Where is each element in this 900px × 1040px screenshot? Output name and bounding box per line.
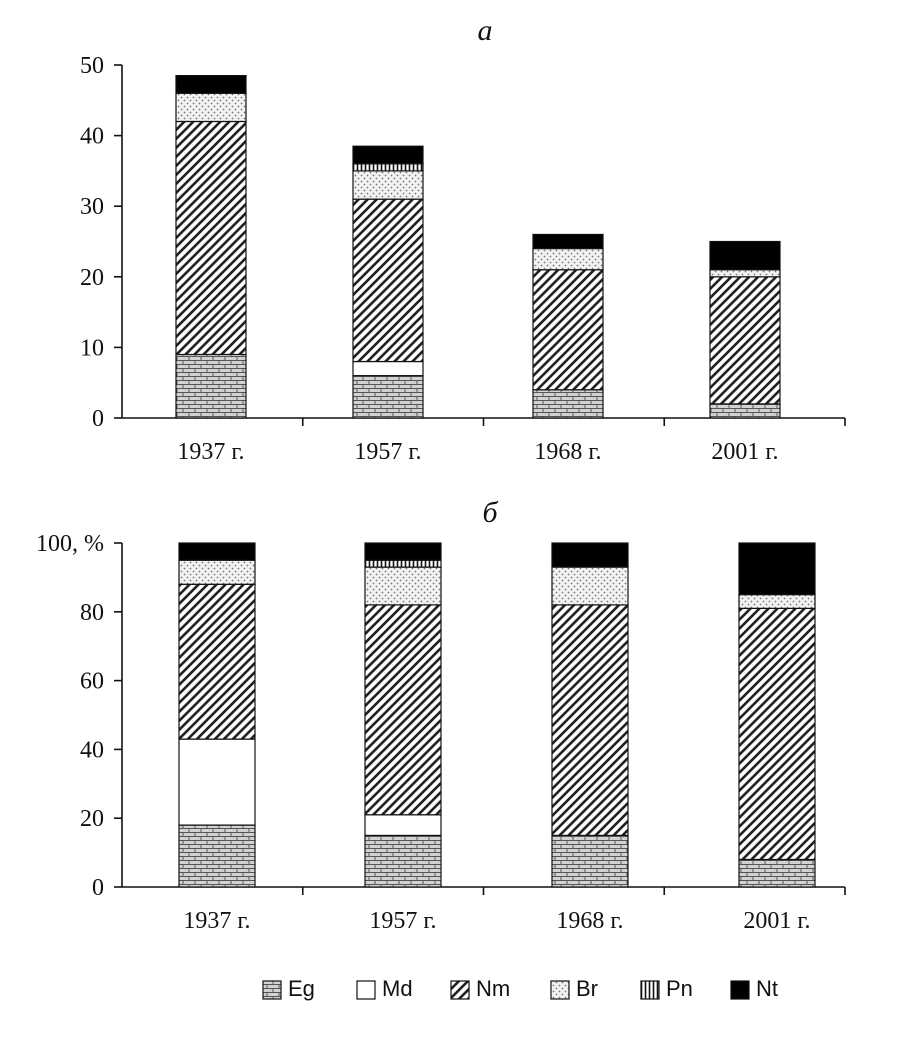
legend-label-nm: Nm [476, 976, 510, 1001]
legend-swatch-nt [730, 980, 750, 1000]
bar-segment-nm [709, 276, 781, 405]
bar-segment-br [551, 566, 629, 606]
bar-segment-pn [364, 559, 442, 568]
bar-segment-nm [364, 604, 442, 816]
bar-segment-md [352, 360, 424, 377]
y-tick-label: 60 [80, 669, 104, 695]
x-category-label: 1968 г. [556, 908, 623, 934]
bar-segment-nt [532, 233, 604, 250]
bar-segment-nt [738, 542, 816, 596]
y-tick-label: 20 [80, 806, 104, 832]
x-category-label: 2001 г. [743, 908, 810, 934]
bar-segment-eg [178, 824, 256, 888]
bar-segment-eg [738, 858, 816, 888]
bar-segment-nm [532, 269, 604, 391]
bar-segment-eg [364, 834, 442, 888]
y-tick-label: 80 [80, 600, 104, 626]
legend-swatch-pn [640, 980, 660, 1000]
x-category-label: 1957 г. [354, 439, 421, 465]
bar-segment-eg [551, 834, 629, 888]
bar-segment-nm [551, 604, 629, 836]
y-tick-label: 20 [80, 265, 104, 291]
y-tick-label: 0 [92, 875, 104, 901]
bar-segment-nm [352, 198, 424, 363]
bar-segment-pn [352, 163, 424, 172]
y-tick-label: 40 [80, 737, 104, 763]
bar-segment-br [532, 247, 604, 271]
bar-segment-br [738, 593, 816, 609]
bar-segment-eg [175, 353, 247, 419]
x-category-label: 1957 г. [369, 908, 436, 934]
bar-segment-eg [532, 389, 604, 419]
bar-segment-md [364, 814, 442, 837]
bar-segment-br [352, 170, 424, 200]
legend-label-md: Md [382, 976, 413, 1001]
legend-label-pn: Pn [666, 976, 693, 1001]
legend-label-eg: Eg [288, 976, 315, 1001]
x-category-label: 1937 г. [177, 439, 244, 465]
panel-a-title: а [478, 14, 493, 47]
x-category-label: 2001 г. [711, 439, 778, 465]
bar-segment-br [709, 269, 781, 278]
bar-segment-nm [178, 583, 256, 740]
bar-segment-br [175, 92, 247, 123]
legend: Eg Md Nm Br Pn Nt [262, 976, 778, 1001]
x-category-label: 1937 г. [183, 908, 250, 934]
legend-label-br: Br [576, 976, 598, 1001]
bar-segment-br [364, 566, 442, 606]
y-tick-label: 10 [80, 335, 104, 361]
y-tick-label: 40 [80, 124, 104, 150]
bar-segment-nt [352, 145, 424, 165]
y-tick-label: 100, % [36, 531, 104, 557]
bar-segment-nt [364, 542, 442, 561]
bar-segment-br [178, 559, 256, 585]
bar-segment-eg [709, 403, 781, 419]
bar-segment-nt [178, 542, 256, 561]
legend-swatch-br [550, 980, 570, 1000]
chart-panel-a: а 0 10 20 30 40 50 1937 г. 1957 г. 1968 г. 2001 г… [80, 14, 846, 465]
bar-segment-nm [175, 120, 247, 356]
panel-b-title: б [482, 496, 498, 529]
legend-swatch-md [356, 980, 376, 1000]
bar-segment-nt [175, 74, 247, 94]
y-tick-label: 30 [80, 194, 104, 220]
bar-segment-nt [551, 542, 629, 568]
bar-segment-nm [738, 607, 816, 861]
bar-segment-nt [709, 240, 781, 271]
y-tick-label: 0 [92, 406, 104, 432]
legend-swatch-eg [262, 980, 282, 1000]
bar-segment-md [178, 738, 256, 826]
x-category-label: 1968 г. [534, 439, 601, 465]
legend-label-nt: Nt [756, 976, 778, 1001]
legend-swatch-nm [450, 980, 470, 1000]
bar-segment-eg [352, 375, 424, 419]
y-tick-label: 50 [80, 53, 104, 79]
chart-panel-b: б 0 20 40 60 80 100, % 1937 г. 1957 г. 1968 г. 20… [36, 496, 846, 934]
